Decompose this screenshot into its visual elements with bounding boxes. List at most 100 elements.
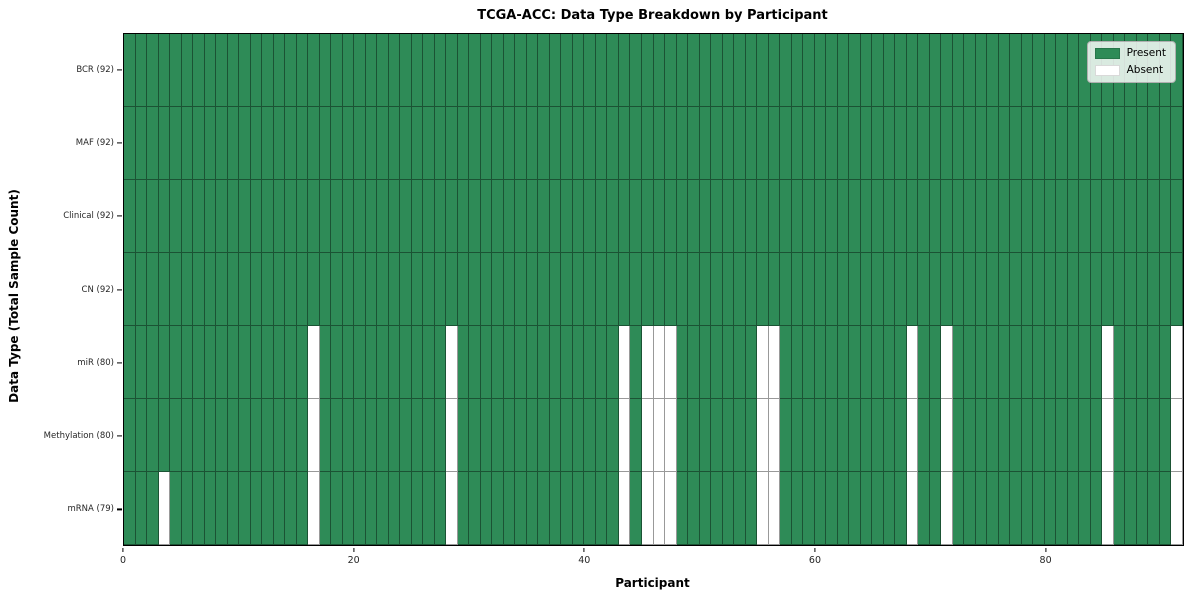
heatmap-cell bbox=[768, 399, 781, 472]
heatmap-cell bbox=[457, 326, 470, 399]
y-tick-mark bbox=[117, 362, 122, 364]
heatmap-cell bbox=[480, 399, 493, 472]
heatmap-cell bbox=[1148, 472, 1160, 545]
heatmap-cell bbox=[239, 34, 251, 107]
heatmap-cell bbox=[745, 399, 758, 472]
heatmap-cell bbox=[423, 253, 435, 326]
heatmap-cell bbox=[181, 107, 194, 180]
heatmap-cell bbox=[688, 107, 700, 180]
heatmap-cell bbox=[918, 472, 930, 545]
heatmap-cell bbox=[457, 107, 470, 180]
heatmap-cell bbox=[434, 472, 447, 545]
heatmap-cell bbox=[998, 472, 1011, 545]
heatmap-cell bbox=[941, 180, 953, 253]
heatmap-cell bbox=[1033, 107, 1045, 180]
heatmap-cell bbox=[308, 472, 320, 545]
heatmap-cell bbox=[296, 180, 309, 253]
heatmap-cell bbox=[561, 34, 573, 107]
heatmap-cell bbox=[860, 472, 873, 545]
heatmap-cell bbox=[193, 107, 205, 180]
heatmap-cell bbox=[446, 253, 458, 326]
heatmap-cell bbox=[757, 399, 769, 472]
heatmap-cell bbox=[641, 180, 654, 253]
heatmap-cell bbox=[354, 326, 366, 399]
heatmap-cell bbox=[434, 34, 447, 107]
heatmap-cell bbox=[411, 399, 424, 472]
heatmap-cell bbox=[331, 326, 343, 399]
y-tick-mark bbox=[117, 288, 122, 291]
heatmap-cell bbox=[676, 253, 689, 326]
heatmap-cell bbox=[250, 399, 263, 472]
plot-area: Present Absent bbox=[123, 33, 1184, 546]
heatmap-cell bbox=[204, 399, 217, 472]
x-tick-mark bbox=[353, 547, 355, 552]
heatmap-cell bbox=[446, 180, 458, 253]
heatmap-cell bbox=[1102, 472, 1114, 545]
heatmap-cell bbox=[826, 399, 838, 472]
heatmap-cell bbox=[929, 399, 942, 472]
heatmap-cell bbox=[883, 472, 896, 545]
heatmap-cell bbox=[780, 472, 792, 545]
heatmap-cell bbox=[158, 472, 171, 545]
heatmap-cell bbox=[446, 472, 458, 545]
heatmap-cell bbox=[676, 107, 689, 180]
heatmap-cell bbox=[170, 326, 182, 399]
heatmap-cell bbox=[1010, 399, 1022, 472]
heatmap-cell bbox=[1033, 399, 1045, 472]
heatmap-cell bbox=[1159, 399, 1172, 472]
heatmap-cell bbox=[734, 472, 746, 545]
heatmap-cell bbox=[227, 253, 240, 326]
heatmap-cell bbox=[296, 253, 309, 326]
y-tick-mark bbox=[117, 142, 122, 144]
heatmap-cell bbox=[906, 253, 919, 326]
heatmap-cell bbox=[1056, 472, 1068, 545]
heatmap-cell bbox=[745, 180, 758, 253]
heatmap-cell bbox=[572, 472, 585, 545]
x-tick-label: 0 bbox=[119, 555, 127, 566]
heatmap-cell bbox=[204, 253, 217, 326]
heatmap-cell bbox=[354, 107, 366, 180]
heatmap-cell bbox=[814, 180, 827, 253]
heatmap-cell bbox=[239, 253, 251, 326]
heatmap-cell bbox=[780, 107, 792, 180]
x-tick-mark bbox=[583, 547, 585, 552]
heatmap-cell bbox=[860, 107, 873, 180]
heatmap-cell bbox=[757, 107, 769, 180]
legend-label-present: Present bbox=[1126, 47, 1166, 60]
heatmap-cell bbox=[618, 34, 631, 107]
heatmap-cell bbox=[1136, 399, 1149, 472]
heatmap-cell bbox=[595, 180, 608, 253]
heatmap-cell bbox=[354, 180, 366, 253]
heatmap-cell bbox=[952, 472, 965, 545]
y-tick-label: mRNA (79) bbox=[67, 504, 114, 515]
heatmap-cell bbox=[1090, 253, 1103, 326]
heatmap-cell bbox=[515, 107, 527, 180]
heatmap-cell bbox=[918, 180, 930, 253]
heatmap-cell bbox=[1113, 399, 1126, 472]
heatmap-cell bbox=[1159, 326, 1172, 399]
heatmap-cell bbox=[1113, 472, 1126, 545]
heatmap-cell bbox=[791, 399, 804, 472]
heatmap-cell bbox=[952, 253, 965, 326]
heatmap-cell bbox=[434, 180, 447, 253]
heatmap-cell bbox=[872, 34, 884, 107]
x-tick-label: 40 bbox=[578, 555, 591, 566]
heatmap-cell bbox=[952, 34, 965, 107]
heatmap-cell bbox=[296, 326, 309, 399]
heatmap-cell bbox=[1125, 399, 1137, 472]
heatmap-cell bbox=[365, 472, 378, 545]
heatmap-cell bbox=[250, 107, 263, 180]
heatmap-cell bbox=[1148, 399, 1160, 472]
heatmap-cell bbox=[607, 107, 619, 180]
heatmap-cell bbox=[250, 180, 263, 253]
heatmap-cell bbox=[665, 180, 677, 253]
heatmap-cell bbox=[1171, 253, 1183, 326]
heatmap-cell bbox=[987, 472, 999, 545]
heatmap-cell bbox=[1067, 107, 1080, 180]
heatmap-cell bbox=[872, 326, 884, 399]
heatmap-cell bbox=[216, 180, 228, 253]
heatmap-grid bbox=[124, 34, 1183, 545]
heatmap-cell bbox=[227, 326, 240, 399]
heatmap-cell bbox=[147, 326, 159, 399]
heatmap-cell bbox=[239, 107, 251, 180]
